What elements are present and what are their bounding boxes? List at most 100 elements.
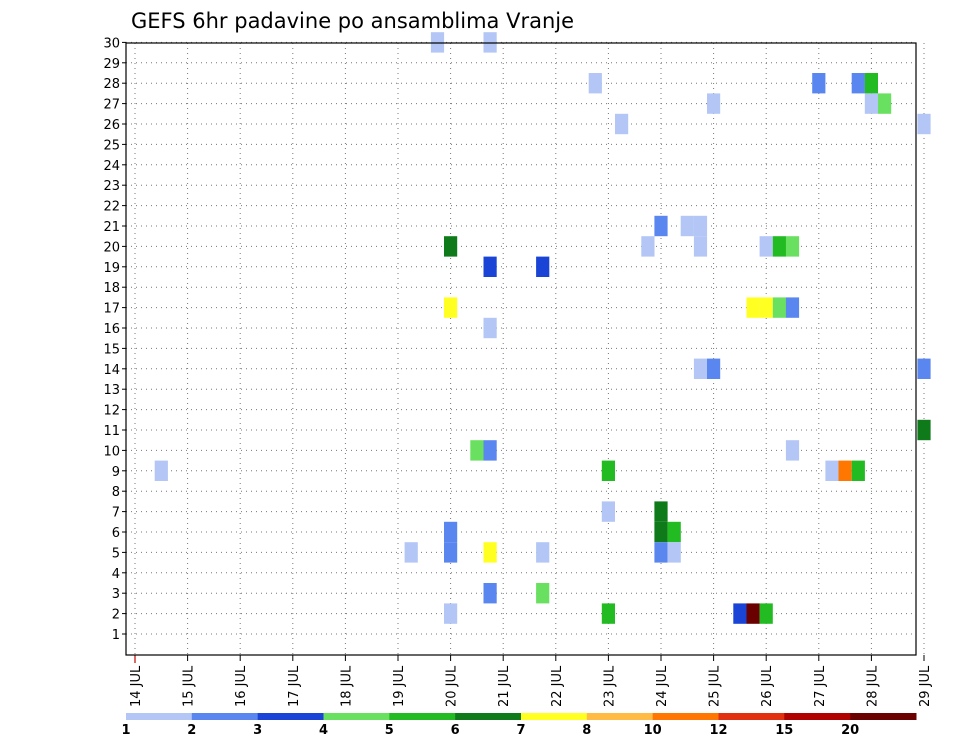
colorbar-label: 10 (644, 723, 662, 738)
precip-cell (878, 93, 892, 114)
x-tick-label: 19 JUL (392, 665, 407, 707)
precip-cell (759, 297, 773, 318)
precip-cell (536, 583, 550, 604)
precip-cell (759, 603, 773, 624)
colorbar-swatch (850, 713, 917, 720)
colorbar-swatch (257, 713, 324, 720)
y-tick-label: 15 (103, 342, 120, 357)
colorbar-label: 6 (451, 723, 460, 738)
precip-cell (667, 542, 681, 563)
x-tick-label: 21 JUL (497, 665, 512, 707)
precip-cell (654, 542, 668, 563)
colorbar-label: 2 (187, 723, 196, 738)
precip-cell (785, 236, 800, 257)
y-tick-label: 22 (103, 200, 120, 215)
y-tick-label: 29 (103, 57, 120, 72)
y-tick-label: 10 (103, 444, 120, 459)
precip-cell (759, 236, 773, 257)
precip-cell (536, 256, 550, 277)
precip-cell (772, 236, 786, 257)
precip-cell (444, 297, 458, 318)
precip-cell (444, 542, 458, 563)
grid-lines (126, 41, 925, 655)
precip-cell (838, 460, 852, 481)
precip-cell (470, 440, 484, 461)
precip-cell (601, 603, 615, 624)
y-axis-labels: 1234567891011121314151617181920212223242… (103, 36, 120, 643)
precip-cell (693, 358, 708, 379)
precip-cell (693, 215, 708, 237)
y-tick-label: 23 (103, 179, 120, 194)
colorbar-label: 3 (253, 723, 262, 738)
x-tick-label: 26 JUL (760, 665, 775, 707)
precip-cells (154, 32, 931, 624)
x-tick-label: 24 JUL (655, 665, 670, 707)
y-tick-label: 18 (103, 281, 120, 296)
x-tick-label: 16 JUL (234, 665, 249, 707)
y-tick-label: 14 (103, 363, 120, 378)
y-tick-label: 25 (103, 138, 120, 153)
colorbar-swatch (323, 713, 390, 720)
y-tick-marks (122, 41, 126, 635)
precip-cell (444, 236, 458, 257)
colorbar-label: 4 (319, 723, 328, 738)
colorbar-label: 1 (121, 723, 130, 738)
y-tick-label: 20 (103, 240, 120, 255)
precip-cell (680, 215, 694, 237)
x-tick-label: 22 JUL (550, 665, 565, 707)
colorbar-swatch (455, 713, 522, 720)
y-tick-label: 7 (112, 506, 120, 521)
precip-cell (404, 542, 418, 563)
precip-cell (746, 297, 760, 318)
x-tick-label: 25 JUL (708, 665, 723, 707)
y-tick-label: 13 (103, 383, 120, 398)
x-tick-label: 14 JUL (129, 665, 144, 707)
precip-cell (483, 542, 497, 563)
precip-cell (812, 73, 826, 94)
x-tick-label: 27 JUL (813, 665, 828, 707)
precip-cell (693, 236, 708, 257)
colorbar-swatch (191, 713, 259, 720)
y-tick-label: 28 (103, 77, 120, 92)
precip-cell (864, 93, 878, 114)
precip-cell (851, 460, 865, 481)
y-tick-label: 19 (103, 261, 120, 276)
colorbar-label: 5 (385, 723, 394, 738)
x-axis-labels: 14 JUL 15 JUL 16 JUL 17 JUL 18 JUL 19 JUL 20 J… (129, 655, 933, 707)
y-tick-label: 24 (103, 159, 120, 174)
y-tick-label: 12 (103, 404, 120, 419)
colorbar-swatch (389, 713, 456, 720)
y-tick-label: 26 (103, 118, 120, 133)
precip-cell (851, 73, 865, 94)
precip-cell (746, 603, 760, 624)
precip-cell (601, 501, 615, 522)
precip-cell (641, 236, 655, 257)
precip-cell (483, 256, 497, 277)
precip-cell (917, 419, 931, 441)
y-tick-label: 16 (103, 322, 120, 337)
precip-cell (615, 113, 629, 135)
x-tick-label: 28 JUL (865, 665, 880, 707)
precip-cell (785, 440, 800, 461)
precip-cell (707, 93, 721, 114)
colorbar-swatch (126, 713, 193, 720)
colorbar-label: 8 (582, 723, 591, 738)
y-tick-label: 5 (112, 546, 120, 561)
y-tick-label: 2 (112, 608, 120, 623)
colorbar-swatch (586, 713, 654, 720)
chart-title: GEFS 6hr padavine po ansamblima Vranje (131, 9, 574, 33)
x-tick-label: 15 JUL (182, 665, 197, 707)
precip-cell (483, 440, 497, 461)
precip-cell (785, 297, 800, 318)
x-tick-label: 18 JUL (339, 665, 354, 707)
y-tick-label: 27 (103, 98, 120, 113)
y-tick-label: 21 (103, 220, 120, 235)
y-tick-label: 11 (103, 424, 120, 439)
x-tick-label: 23 JUL (602, 665, 617, 707)
colorbar-swatch (521, 713, 588, 720)
precip-cell (654, 501, 668, 522)
precip-cell (917, 358, 931, 379)
y-tick-label: 4 (112, 567, 120, 582)
precip-cell (483, 317, 497, 339)
